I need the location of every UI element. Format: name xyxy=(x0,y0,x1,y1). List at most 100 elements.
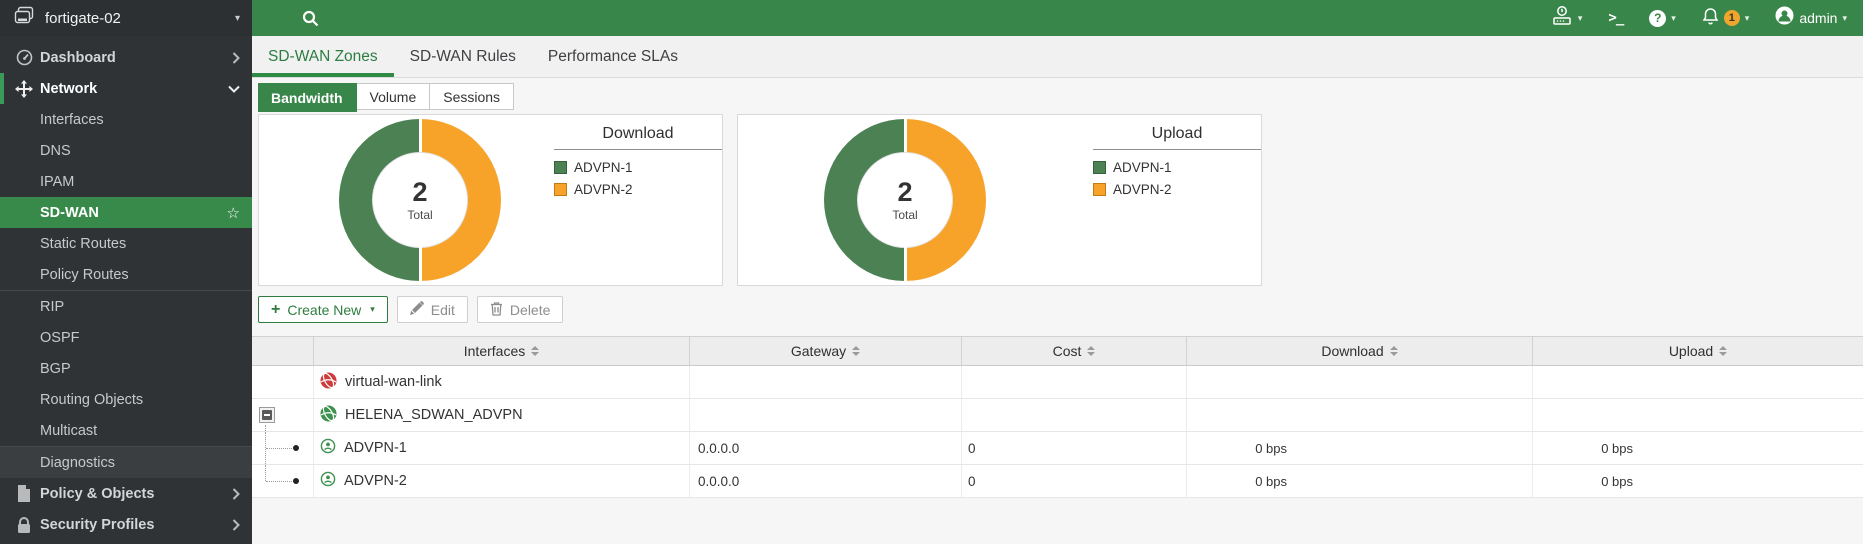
legend-divider xyxy=(1093,149,1261,150)
notifications-menu[interactable]: 1 ▾ xyxy=(1702,7,1750,30)
page-content: Bandwidth Volume Sessions 2 Total xyxy=(252,78,1863,544)
sidebar-nav: Dashboard Network Interfaces xyxy=(0,36,252,540)
sidebar-item-policy-objects[interactable]: Policy & Objects xyxy=(0,478,252,509)
sidebar-item-static-routes[interactable]: Static Routes xyxy=(40,235,127,252)
sidebar-item-network[interactable]: Network xyxy=(0,73,252,104)
metric-subtabs: Bandwidth Volume Sessions xyxy=(258,83,515,112)
download-legend-title: Download xyxy=(602,125,674,142)
move-arrows-icon xyxy=(14,79,34,98)
sdwan-zones-table: Interfaces Gateway Cost Download xyxy=(252,336,1863,498)
main-area: ▾ >_ ? ▾ 1 ▾ xyxy=(252,0,1863,544)
advpn1-color-swatch xyxy=(1093,161,1106,174)
sidebar-item-ospf[interactable]: OSPF xyxy=(40,329,80,346)
help-icon: ? xyxy=(1649,9,1667,27)
column-header-upload[interactable]: Upload xyxy=(1533,337,1863,365)
tree-line xyxy=(266,448,292,449)
sort-icon xyxy=(531,346,540,356)
bell-icon xyxy=(1702,7,1719,30)
console-icon: >_ xyxy=(1608,10,1624,26)
column-header-download[interactable]: Download xyxy=(1187,337,1533,365)
column-header-cost[interactable]: Cost xyxy=(962,337,1187,365)
sidebar-item-bgp[interactable]: BGP xyxy=(40,360,71,377)
download-donut-center: 2 Total xyxy=(373,153,467,247)
table-row-virtual-wan-link[interactable]: virtual-wan-link xyxy=(252,366,1863,399)
subtab-bandwidth[interactable]: Bandwidth xyxy=(258,83,357,112)
menu-toggle-icon[interactable] xyxy=(262,11,280,26)
device-name: fortigate-02 xyxy=(45,9,121,27)
donut-panels: 2 Total Download ADVPN-1 xyxy=(258,114,1863,286)
upload-legend: Upload ADVPN-1 ADVPN-2 xyxy=(1093,125,1261,204)
active-section-indicator xyxy=(0,73,4,104)
sort-icon xyxy=(1087,346,1096,356)
column-header-gateway[interactable]: Gateway xyxy=(690,337,962,365)
sort-icon xyxy=(1719,346,1728,356)
tree-line xyxy=(265,465,266,481)
admin-menu[interactable]: admin ▾ xyxy=(1775,6,1847,30)
sidebar-item-policy-routes[interactable]: Policy Routes xyxy=(40,266,129,283)
chevron-down-icon: ▾ xyxy=(1744,12,1750,23)
favorite-star-icon[interactable]: ☆ xyxy=(226,204,240,222)
create-new-button[interactable]: + Create New ▾ xyxy=(258,296,388,323)
download-donut-ring: 2 Total xyxy=(339,119,501,281)
sidebar-item-diagnostics[interactable]: Diagnostics xyxy=(0,447,252,478)
table-row-advpn-2[interactable]: ADVPN-2 0.0.0.0 0 0 bps 0 bps xyxy=(252,465,1863,498)
legend-item-advpn2[interactable]: ADVPN-2 xyxy=(554,182,722,197)
delete-button[interactable]: Delete xyxy=(476,296,564,323)
device-selector[interactable]: fortigate-02 ▾ xyxy=(0,0,252,36)
advpn2-color-swatch xyxy=(1093,183,1106,196)
expand-cell xyxy=(252,399,314,431)
document-icon xyxy=(14,485,34,502)
table-row-advpn-1[interactable]: ADVPN-1 0.0.0.0 0 0 bps 0 bps xyxy=(252,432,1863,465)
search-icon[interactable] xyxy=(302,10,319,27)
download-chart-panel: 2 Total Download ADVPN-1 xyxy=(258,114,723,286)
download-total-value: 2 xyxy=(412,176,428,207)
device-status-menu[interactable]: ▾ xyxy=(1551,5,1582,32)
expand-cell xyxy=(252,465,314,497)
tree-line xyxy=(265,425,266,431)
sidebar-item-dns[interactable]: DNS xyxy=(40,142,71,159)
download-total-label: Total xyxy=(407,207,433,222)
tab-sdwan-rules[interactable]: SD-WAN Rules xyxy=(409,47,516,65)
expand-cell xyxy=(252,366,314,398)
sidebar-divider xyxy=(0,446,252,447)
plus-icon: + xyxy=(271,300,281,318)
sdwan-zone-icon-green xyxy=(320,405,337,426)
chevron-down-icon: ▾ xyxy=(1842,12,1847,23)
edit-button[interactable]: Edit xyxy=(396,296,468,323)
sidebar: fortigate-02 ▾ Dashboard xyxy=(0,0,252,544)
tree-line xyxy=(265,432,266,464)
sidebar-item-dashboard[interactable]: Dashboard xyxy=(0,42,252,73)
sidebar-item-multicast[interactable]: Multicast xyxy=(40,422,98,439)
help-menu[interactable]: ? ▾ xyxy=(1649,9,1676,27)
tab-sdwan-zones[interactable]: SD-WAN Zones xyxy=(252,36,394,77)
upload-donut-center: 2 Total xyxy=(858,153,952,247)
column-header-interfaces[interactable]: Interfaces xyxy=(314,337,690,365)
download-legend: Download ADVPN-1 ADVPN-2 xyxy=(554,125,722,204)
lock-icon xyxy=(14,516,34,533)
legend-item-advpn2[interactable]: ADVPN-2 xyxy=(1093,182,1261,197)
tab-performance-slas[interactable]: Performance SLAs xyxy=(547,47,678,65)
upload-donut-ring: 2 Total xyxy=(824,119,986,281)
legend-item-advpn1[interactable]: ADVPN-1 xyxy=(554,160,722,175)
device-status-icon xyxy=(1551,5,1573,32)
tree-line xyxy=(266,481,292,482)
sort-icon xyxy=(1389,346,1398,356)
legend-divider xyxy=(554,149,722,150)
sidebar-item-routing-objects[interactable]: Routing Objects xyxy=(40,391,144,408)
collapse-toggle-icon[interactable] xyxy=(259,407,275,423)
sidebar-item-interfaces[interactable]: Interfaces xyxy=(40,111,104,128)
tree-bullet xyxy=(293,478,299,484)
sort-icon xyxy=(852,346,861,356)
sidebar-item-rip[interactable]: RIP xyxy=(40,298,65,315)
sidebar-item-security-profiles[interactable]: Security Profiles xyxy=(0,509,252,540)
legend-item-advpn1[interactable]: ADVPN-1 xyxy=(1093,160,1261,175)
sidebar-item-sdwan[interactable]: SD-WAN ☆ xyxy=(0,197,252,228)
cli-console-button[interactable]: >_ xyxy=(1608,10,1624,26)
subtab-sessions[interactable]: Sessions xyxy=(430,84,514,109)
sidebar-item-ipam[interactable]: IPAM xyxy=(40,173,75,190)
table-toolbar: + Create New ▾ Edit xyxy=(258,296,1863,323)
subtab-volume[interactable]: Volume xyxy=(356,84,431,109)
table-row-helena-sdwan-advpn[interactable]: HELENA_SDWAN_ADVPN xyxy=(252,399,1863,432)
upload-total-value: 2 xyxy=(897,176,913,207)
